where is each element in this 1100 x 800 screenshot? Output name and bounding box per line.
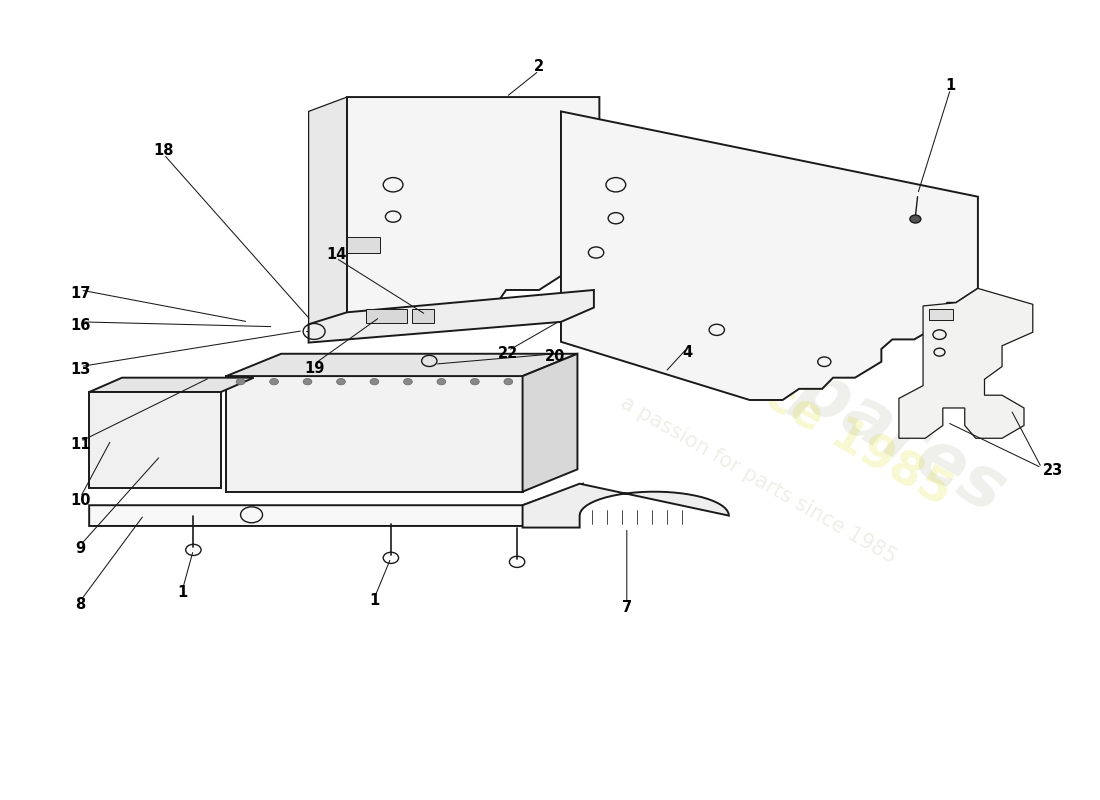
Polygon shape: [227, 376, 522, 492]
Text: 14: 14: [326, 246, 346, 262]
Polygon shape: [561, 111, 978, 400]
Text: eurospares: eurospares: [587, 240, 1018, 528]
Text: 16: 16: [70, 318, 90, 333]
Text: 8: 8: [75, 597, 86, 611]
Text: since 1985: since 1985: [690, 333, 959, 515]
Text: 1: 1: [177, 586, 188, 601]
Polygon shape: [89, 484, 583, 526]
Bar: [411, 309, 433, 323]
Polygon shape: [309, 97, 346, 338]
Text: 2: 2: [534, 59, 544, 74]
Text: 1: 1: [370, 594, 379, 608]
Circle shape: [236, 378, 245, 385]
Circle shape: [504, 378, 513, 385]
Text: a passion for parts since 1985: a passion for parts since 1985: [617, 392, 900, 567]
Text: 22: 22: [498, 346, 518, 362]
Text: 10: 10: [70, 493, 90, 508]
Bar: [365, 309, 407, 323]
Circle shape: [337, 378, 345, 385]
Polygon shape: [899, 288, 1033, 438]
Text: 20: 20: [546, 350, 565, 365]
Text: 9: 9: [75, 541, 86, 556]
Bar: [928, 309, 953, 320]
Bar: [346, 237, 380, 253]
Polygon shape: [227, 354, 578, 376]
Polygon shape: [89, 392, 221, 488]
Text: 11: 11: [70, 437, 90, 452]
Text: 19: 19: [304, 361, 324, 376]
Polygon shape: [522, 484, 729, 527]
Circle shape: [270, 378, 278, 385]
Polygon shape: [309, 290, 594, 342]
Circle shape: [910, 215, 921, 223]
Polygon shape: [89, 378, 254, 392]
Text: 1: 1: [945, 78, 956, 93]
Circle shape: [437, 378, 446, 385]
Text: 17: 17: [70, 286, 90, 301]
Text: 18: 18: [154, 143, 174, 158]
Text: 13: 13: [70, 362, 90, 378]
Polygon shape: [522, 354, 578, 492]
Polygon shape: [346, 97, 600, 326]
Circle shape: [404, 378, 412, 385]
Circle shape: [304, 378, 312, 385]
Text: 7: 7: [621, 600, 631, 614]
Circle shape: [471, 378, 480, 385]
Text: 4: 4: [682, 345, 692, 360]
Text: 23: 23: [1043, 463, 1063, 478]
Circle shape: [370, 378, 378, 385]
